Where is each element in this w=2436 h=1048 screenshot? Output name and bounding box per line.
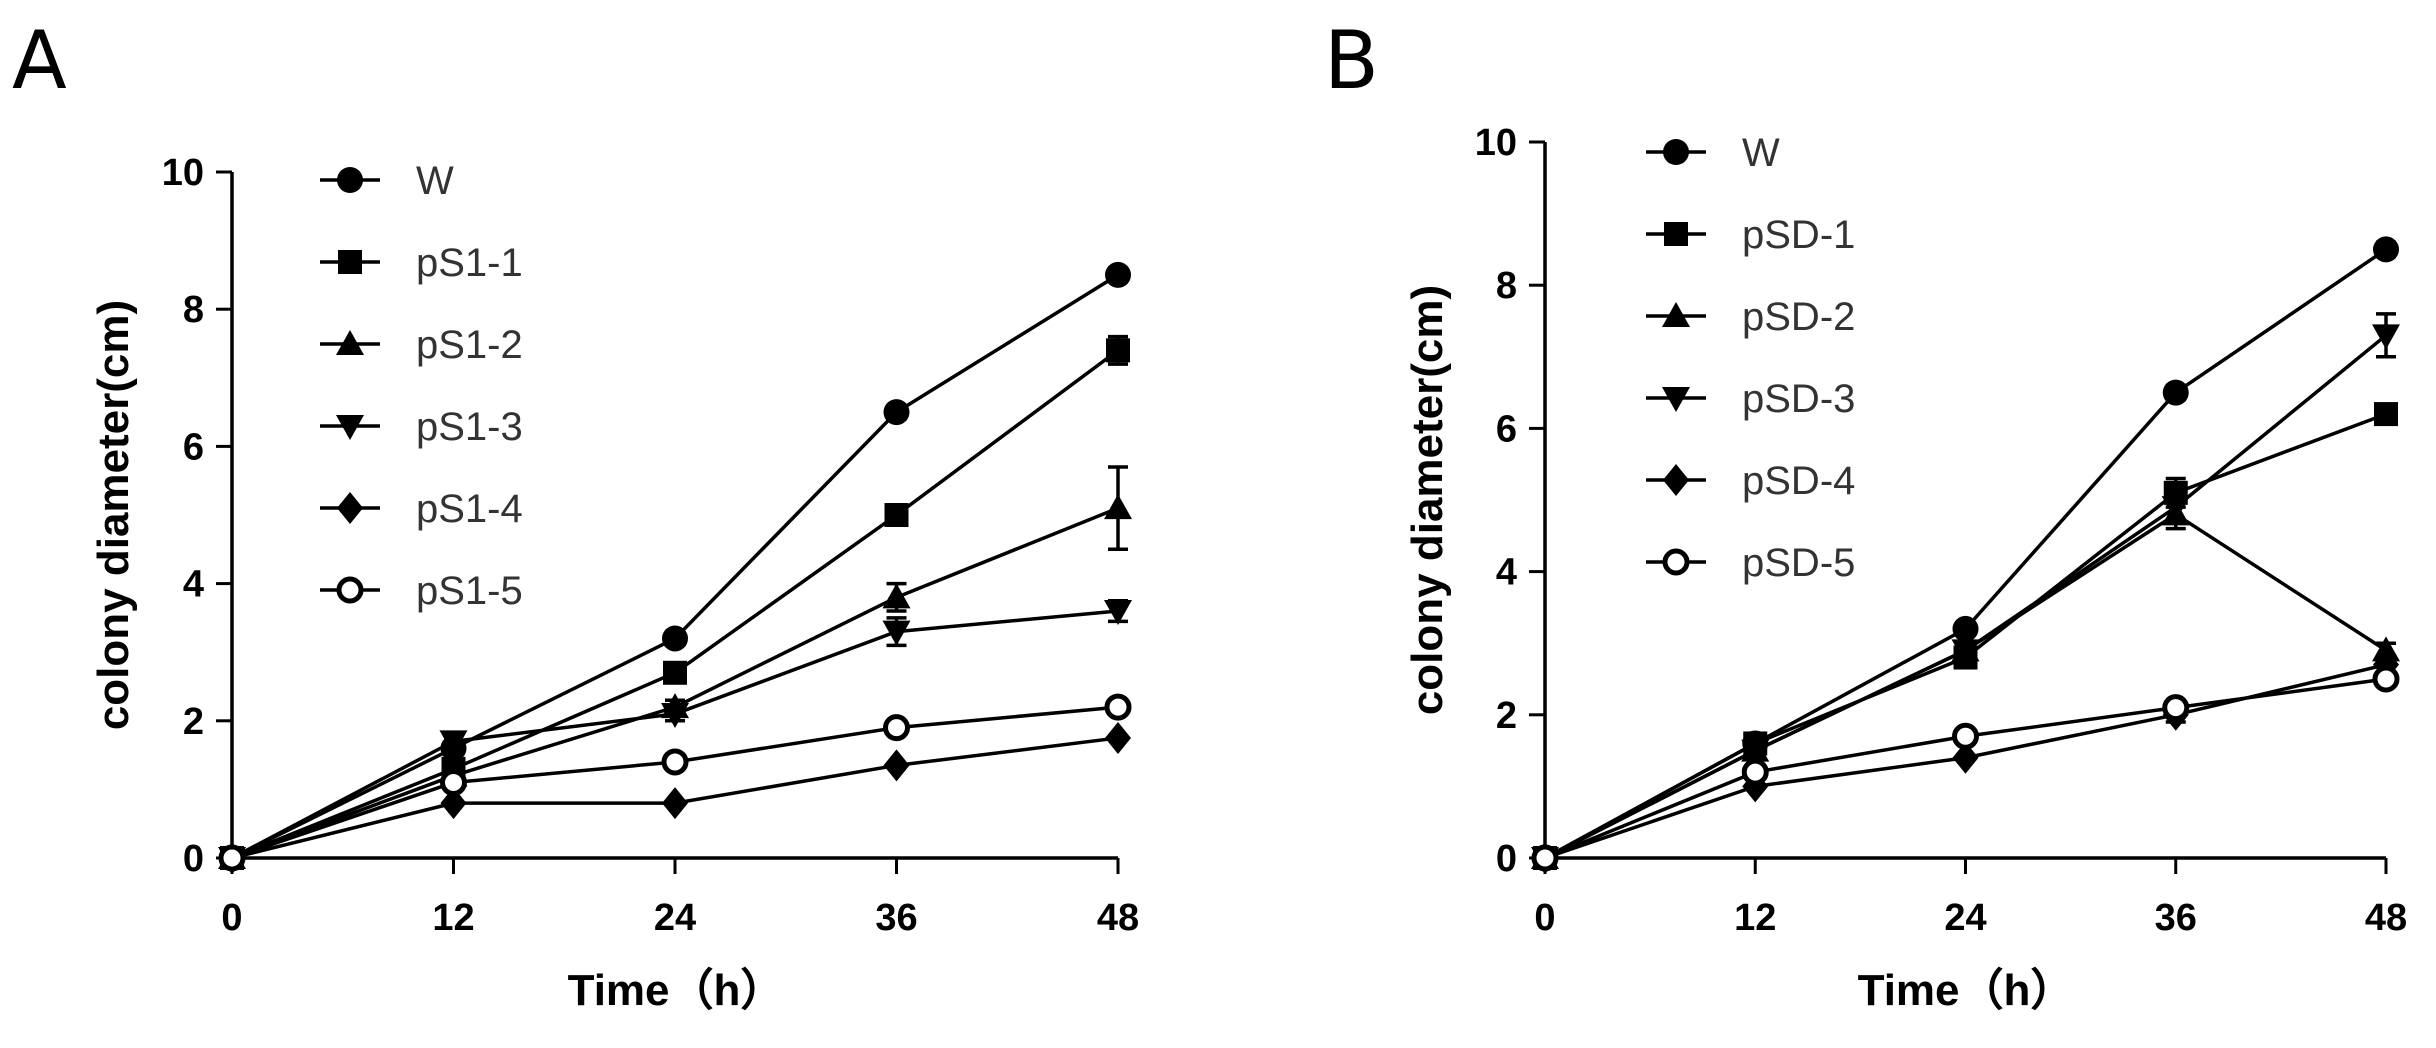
data-point bbox=[1741, 758, 1769, 786]
data-point bbox=[1951, 639, 1980, 665]
data-point bbox=[663, 660, 687, 685]
y-tick-label: 0 bbox=[183, 838, 204, 880]
legend-marker bbox=[337, 492, 363, 524]
data-point bbox=[2162, 379, 2189, 406]
legend-marker bbox=[338, 250, 362, 274]
data-point bbox=[2162, 694, 2190, 722]
x-tick-label: 36 bbox=[875, 897, 917, 939]
y-tick-label: 10 bbox=[1475, 122, 1517, 164]
y-tick-label: 4 bbox=[1496, 552, 1517, 594]
y-tick-label: 2 bbox=[183, 701, 204, 743]
y-tick-label: 8 bbox=[183, 289, 204, 331]
data-point bbox=[1104, 494, 1132, 520]
panel-label-a: A bbox=[12, 14, 67, 107]
data-point bbox=[1952, 722, 1979, 750]
y-tick-label: 10 bbox=[162, 152, 204, 194]
legend-label: pS1-3 bbox=[416, 405, 523, 449]
data-point bbox=[2372, 665, 2400, 693]
data-point bbox=[2374, 402, 2398, 427]
data-point bbox=[884, 503, 909, 527]
y-tick-label: 0 bbox=[1496, 838, 1517, 880]
legend-marker bbox=[1662, 387, 1690, 412]
x-tick-label: 0 bbox=[221, 897, 242, 939]
legend-label: W bbox=[416, 159, 454, 203]
data-point bbox=[2372, 324, 2400, 350]
x-tick-label: 12 bbox=[432, 897, 474, 939]
y-tick-label: 8 bbox=[1496, 265, 1517, 307]
y-tick-label: 6 bbox=[1496, 408, 1517, 450]
x-tick-label: 48 bbox=[2365, 897, 2407, 939]
legend-label: pSD-1 bbox=[1742, 213, 1855, 257]
y-tick-label: 4 bbox=[183, 564, 204, 606]
y-tick-label: 2 bbox=[1496, 695, 1517, 737]
legend-marker bbox=[1664, 222, 1688, 246]
data-point bbox=[1531, 844, 1559, 872]
series-pSD-5 bbox=[1531, 665, 2400, 872]
series-pSD-2 bbox=[1531, 498, 2400, 869]
data-point bbox=[883, 399, 910, 426]
data-point bbox=[1104, 600, 1132, 626]
data-point bbox=[440, 787, 467, 820]
data-point bbox=[218, 844, 246, 872]
data-point bbox=[1105, 261, 1131, 288]
data-point bbox=[883, 749, 910, 782]
series-pSD-4 bbox=[1532, 648, 2399, 874]
legend-label: pS1-4 bbox=[416, 487, 523, 531]
legend-label: pS1-1 bbox=[416, 241, 523, 285]
series-line bbox=[231, 705, 1119, 860]
series-line bbox=[1544, 333, 2388, 860]
legend-label: pSD-2 bbox=[1742, 295, 1855, 339]
data-point bbox=[883, 714, 910, 742]
data-point bbox=[1105, 721, 1131, 754]
x-axis-title: Time（h） bbox=[568, 966, 785, 1015]
data-point bbox=[662, 625, 688, 652]
legend-marker bbox=[337, 167, 363, 193]
y-tick-label: 6 bbox=[183, 426, 204, 468]
data-point bbox=[1952, 615, 1979, 642]
legend-label: pSD-5 bbox=[1742, 541, 1855, 585]
data-point bbox=[2161, 496, 2190, 522]
x-tick-label: 0 bbox=[1534, 897, 1555, 939]
data-point bbox=[882, 620, 911, 646]
series-W bbox=[1532, 236, 2399, 871]
y-axis-title: colony diameter(cm) bbox=[89, 300, 138, 730]
data-point bbox=[661, 748, 689, 776]
data-point bbox=[2373, 236, 2399, 263]
data-point bbox=[882, 583, 911, 609]
x-tick-label: 24 bbox=[654, 897, 696, 939]
legend-label: pSD-4 bbox=[1742, 459, 1855, 503]
data-point bbox=[439, 730, 468, 756]
x-tick-label: 36 bbox=[2155, 897, 2197, 939]
legend-marker bbox=[336, 576, 364, 604]
data-point bbox=[662, 787, 688, 820]
y-axis-title: colony diameter(cm) bbox=[1403, 285, 1452, 715]
data-point bbox=[1104, 693, 1132, 721]
legend-marker bbox=[1663, 464, 1689, 496]
data-point bbox=[440, 769, 467, 797]
x-axis-title: Time（h） bbox=[1858, 966, 2075, 1015]
legend-marker bbox=[1662, 302, 1690, 327]
data-point bbox=[1952, 741, 1979, 774]
data-point bbox=[1741, 739, 1770, 765]
legend-label: pSD-3 bbox=[1742, 377, 1855, 421]
series-pS1-5 bbox=[218, 693, 1132, 872]
legend-marker bbox=[1662, 548, 1690, 576]
x-tick-label: 24 bbox=[1944, 897, 1986, 939]
legend-label: pS1-5 bbox=[416, 569, 523, 613]
legend-marker bbox=[336, 415, 364, 440]
legend-label: pS1-2 bbox=[416, 323, 523, 367]
data-point bbox=[661, 702, 689, 728]
legend-marker bbox=[336, 330, 364, 355]
x-tick-label: 48 bbox=[1097, 897, 1139, 939]
data-point bbox=[1106, 338, 1130, 363]
legend-marker bbox=[1663, 139, 1689, 165]
legend-label: W bbox=[1742, 131, 1780, 175]
x-tick-label: 12 bbox=[1734, 897, 1776, 939]
panel-label-b: B bbox=[1324, 14, 1379, 107]
